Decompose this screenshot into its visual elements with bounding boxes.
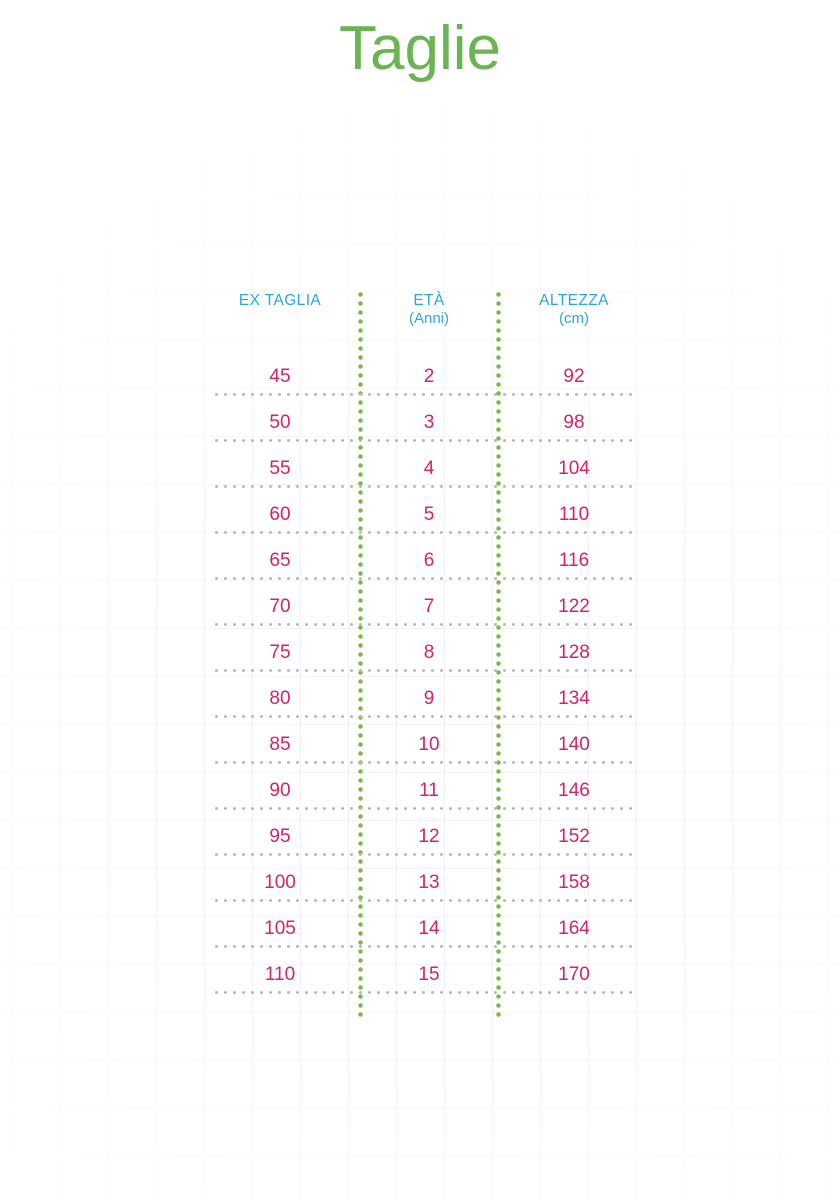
column-header-1: EX TAGLIA [200, 292, 360, 310]
row-divider [212, 393, 637, 396]
table-row: 110 15 170 [200, 952, 650, 998]
cell-ex_taglia: 95 [269, 825, 291, 847]
cell-eta: 13 [418, 871, 440, 893]
table-row: 70 7 122 [200, 584, 650, 630]
row-divider [212, 761, 637, 764]
cell-altezza: 152 [558, 825, 590, 847]
row-divider [212, 577, 637, 580]
cell-eta: 6 [423, 549, 435, 571]
cell-altezza: 122 [558, 595, 590, 617]
column-header-label: ETÀ [413, 292, 445, 309]
row-divider [212, 807, 637, 810]
row-divider [212, 531, 637, 534]
column-separator-1 [358, 290, 363, 1018]
cell-ex_taglia: 60 [269, 503, 291, 525]
cell-eta: 9 [423, 687, 435, 709]
cell-eta: 2 [423, 365, 435, 387]
row-divider [212, 439, 637, 442]
cell-ex_taglia: 110 [264, 963, 296, 985]
cell-altezza: 134 [558, 687, 590, 709]
row-divider [212, 623, 637, 626]
cell-altezza: 158 [558, 871, 590, 893]
cell-ex_taglia: 90 [269, 779, 291, 801]
cell-altezza: 146 [558, 779, 590, 801]
table-row: 65 6 116 [200, 538, 650, 584]
table-row: 95 12 152 [200, 814, 650, 860]
cell-ex_taglia: 70 [269, 595, 291, 617]
column-header-unit: (cm) [559, 310, 589, 328]
table-header-row: EX TAGLIA ETÀ (Anni) ALTEZZA (cm) [200, 286, 650, 354]
cell-ex_taglia: 50 [269, 411, 291, 433]
table-row: 50 3 98 [200, 400, 650, 446]
cell-eta: 15 [418, 963, 440, 985]
cell-ex_taglia: 100 [264, 871, 296, 893]
table-row: 80 9 134 [200, 676, 650, 722]
cell-altezza: 116 [558, 549, 590, 571]
cell-altezza: 164 [558, 917, 590, 939]
column-header-unit: (Anni) [408, 310, 449, 328]
cell-eta: 3 [423, 411, 435, 433]
cell-eta: 10 [418, 733, 440, 755]
table-row: 45 2 92 [200, 354, 650, 400]
cell-ex_taglia: 65 [269, 549, 291, 571]
row-divider [212, 945, 637, 948]
cell-eta: 4 [423, 457, 435, 479]
cell-altezza: 128 [558, 641, 590, 663]
cell-ex_taglia: 105 [264, 917, 296, 939]
column-header-3: ALTEZZA (cm) [498, 292, 650, 328]
cell-eta: 11 [419, 779, 439, 801]
column-separator-2 [496, 290, 501, 1018]
cell-altezza: 92 [563, 365, 585, 387]
column-header-label: ALTEZZA [539, 292, 609, 309]
column-header-2: ETÀ (Anni) [360, 292, 498, 328]
cell-ex_taglia: 45 [269, 365, 291, 387]
table-row: 55 4 104 [200, 446, 650, 492]
table-row: 75 8 128 [200, 630, 650, 676]
cell-altezza: 98 [563, 411, 585, 433]
cell-ex_taglia: 75 [269, 641, 291, 663]
row-divider [212, 853, 637, 856]
cell-eta: 8 [423, 641, 435, 663]
cell-ex_taglia: 55 [269, 457, 291, 479]
size-chart-table: EX TAGLIA ETÀ (Anni) ALTEZZA (cm) 45 2 92 50 3 98 5… [200, 286, 650, 1018]
row-divider [212, 991, 637, 994]
cell-eta: 14 [418, 917, 440, 939]
cell-eta: 7 [423, 595, 435, 617]
table-row: 100 13 158 [200, 860, 650, 906]
row-divider [212, 485, 637, 488]
table-row: 85 10 140 [200, 722, 650, 768]
row-divider [212, 715, 637, 718]
row-divider [212, 899, 637, 902]
cell-ex_taglia: 85 [269, 733, 291, 755]
cell-altezza: 170 [558, 963, 590, 985]
cell-altezza: 110 [558, 503, 590, 525]
cell-altezza: 104 [558, 457, 590, 479]
cell-altezza: 140 [558, 733, 590, 755]
table-row: 90 11 146 [200, 768, 650, 814]
table-row: 60 5 110 [200, 492, 650, 538]
column-header-label: EX TAGLIA [238, 292, 322, 309]
row-divider [212, 669, 637, 672]
cell-ex_taglia: 80 [269, 687, 291, 709]
cell-eta: 5 [423, 503, 435, 525]
page-title: Taglie [339, 14, 501, 83]
cell-eta: 12 [418, 825, 440, 847]
table-row: 105 14 164 [200, 906, 650, 952]
